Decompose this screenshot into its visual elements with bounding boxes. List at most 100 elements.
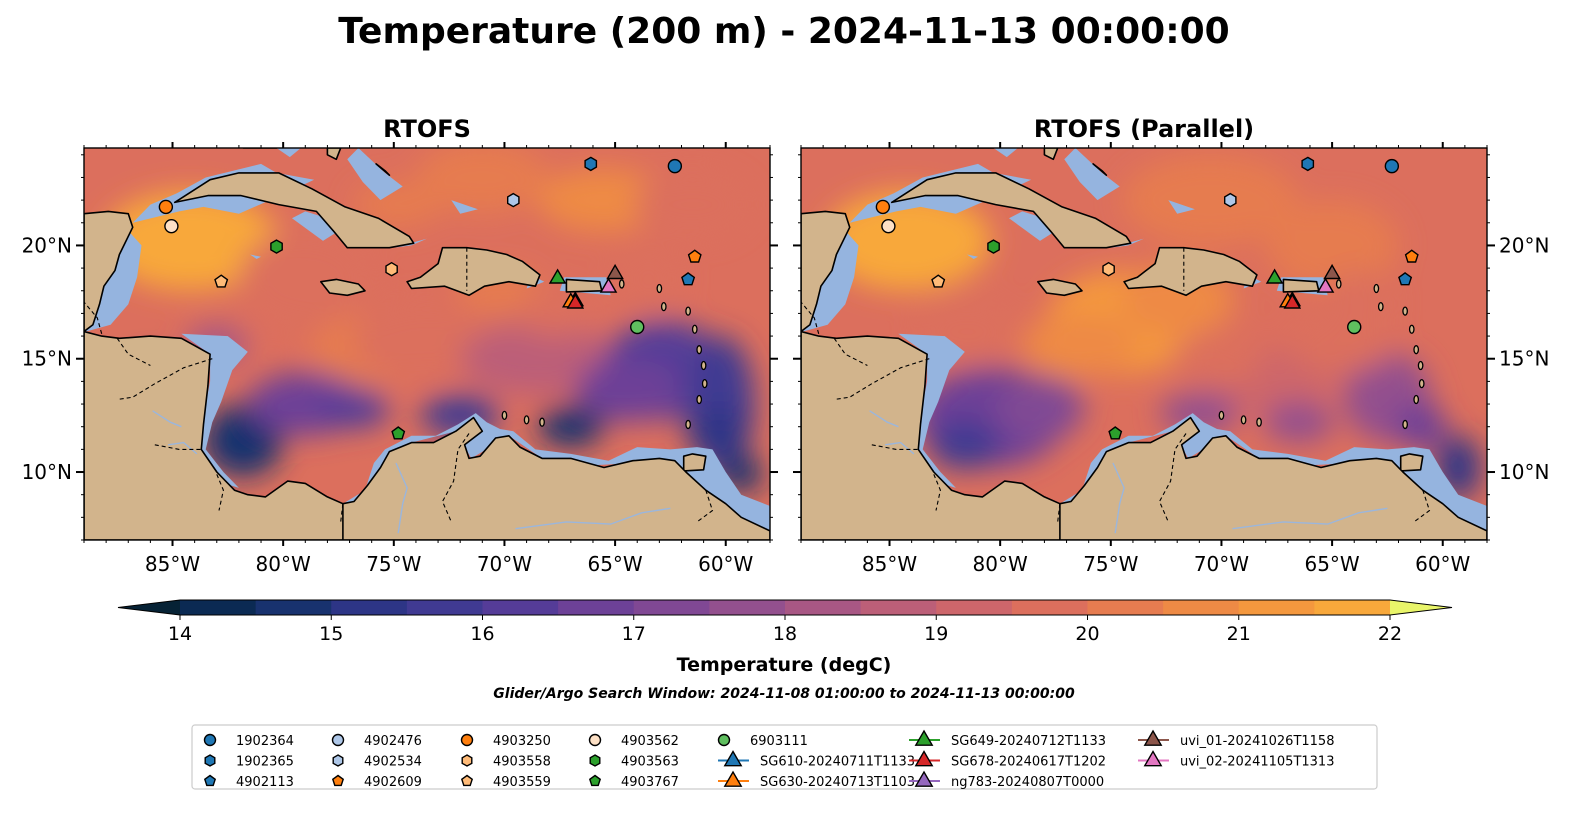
obs-marker-1902364 [667,158,683,174]
obs-marker-4902534 [507,192,520,208]
colorbar-segment [633,600,710,615]
legend-marker [331,774,345,787]
legend-marker [588,774,602,787]
shallow-shelf [1009,211,1058,241]
shallow-shelf [1168,200,1195,214]
country-border [1057,503,1061,522]
obs-marker-SG649-20240712T1133 [548,268,567,284]
legend-marker [723,750,743,767]
legend-marker [204,754,216,767]
country-border [1158,433,1187,523]
shallow-shelf [993,148,1018,158]
temperature-anomaly [318,388,390,429]
legend-box [191,724,1378,790]
land-florida [959,148,995,149]
legend-marker [914,770,934,787]
island [685,419,691,430]
legend-label: 4903767 [621,775,679,790]
figure-title: Temperature (200 m) - 2024-11-13 00:00:0… [338,11,1229,52]
temperature-anomaly [1172,331,1262,386]
land-bahamas1 [326,148,342,161]
legend-marker [460,774,474,787]
legend-marker [914,729,934,746]
land-florida [242,148,278,149]
land-central [84,330,360,540]
shallow-shelf [898,333,965,488]
river [168,441,198,455]
colorbar: 14 15 16 17 18 19 20 21 22 [117,599,1453,645]
panel-title: RTOFS (Parallel) [1034,115,1254,143]
legend-label: 4902534 [364,755,422,770]
shallow-shelf [347,148,403,201]
map-panel-rtofs-parallel: RTOFS (Parallel) 85°W 80°W 75°W 70°W 65°W 60°W… [793,115,1549,576]
land-puertorico [1282,278,1320,293]
x-tick-label: 65°W [1304,552,1359,576]
shallow-shelf [451,200,478,214]
colorbar-segment [255,600,332,615]
shallow-shelf [393,238,427,248]
map-frame [83,147,771,541]
temperature-anomaly [157,231,255,287]
colorbar-segment [482,600,559,615]
legend-marker [332,754,344,767]
island [1373,283,1380,294]
island [618,279,625,289]
legend-label: 4903562 [621,734,679,749]
colorbar-segment [180,600,257,615]
colorbar-segment [860,600,937,615]
island [696,394,703,405]
temperature-anomaly [685,408,748,459]
obs-marker-6903111 [630,319,645,335]
obs-marker-SG678-20240617T1202 [1283,293,1302,309]
search-window-text: Glider/Argo Search Window: 2024-11-08 01… [493,686,1075,702]
legend-marker [1143,750,1163,767]
temperature-anomaly [1263,401,1335,443]
land-trinidad [1399,453,1424,472]
country-border [117,358,213,401]
land-central [801,330,1077,540]
y-tick-label: 20°N [22,233,72,257]
x-tick-label: 75°W [366,552,421,576]
colorbar-extend-under [118,600,180,615]
island [1418,379,1425,389]
colorbar-extend-over [1390,600,1452,615]
obs-marker-4903562 [164,218,179,234]
legend-marker [1143,729,1163,746]
legend-label: uvi_01-20241026T1158 [1180,734,1334,749]
legend-marker [331,733,345,747]
obs-marker-4903559 [214,274,229,288]
river [395,462,408,534]
legend-marker [914,750,934,767]
legend-label: 4902609 [364,775,422,790]
colorbar-segment [558,600,635,615]
x-tick-label: 60°W [698,552,753,576]
island [660,301,667,312]
shallow-shelf [1064,148,1120,201]
legend: 1902364 1902365 4902113 4902476 4902534 49026… [191,724,1378,790]
obs-marker-4903562 [881,218,896,234]
island [1413,345,1420,355]
obs-marker-uvi_02-20241105T1313 [1316,277,1335,293]
colorbar-segment [709,600,786,615]
island [1413,394,1420,405]
island [1402,306,1408,316]
x-tick-label: 60°W [1415,552,1470,576]
island [1240,415,1247,425]
temperature-anomaly [1265,200,1399,291]
colorbar-segment [936,600,1013,615]
temperature-anomaly [537,406,605,448]
x-tick-label: 80°W [256,552,311,576]
legend-marker [203,774,217,787]
land-hispaniola [406,246,541,297]
country-border [696,490,714,523]
river [1232,507,1388,530]
island [1402,419,1408,430]
x-tick-label: 70°W [477,552,532,576]
country-border [340,503,344,522]
land-bahamas1 [1043,148,1059,161]
colorbar-segment [331,600,408,615]
legend-marker [717,733,731,747]
land-cuba [890,172,1132,249]
legend-marker [723,770,743,787]
legend-label: 4903250 [493,734,551,749]
